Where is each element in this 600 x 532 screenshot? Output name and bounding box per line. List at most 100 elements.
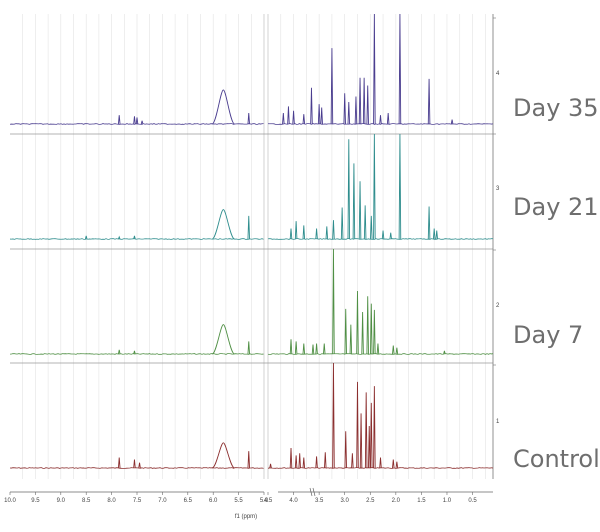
stack-tick-label: 2 [496, 303, 500, 309]
x-tick-label: 1.0 [443, 498, 452, 504]
data-peak [84, 235, 88, 240]
data-peak [332, 248, 335, 355]
data-peak [395, 347, 399, 355]
data-peak [140, 120, 144, 125]
x-tick-label: 1.5 [417, 498, 426, 504]
x-tick-label: 5.5 [234, 498, 243, 504]
data-peak [356, 381, 359, 469]
data-peak [287, 106, 290, 125]
data-peak [138, 462, 141, 469]
data-peak [398, 13, 402, 125]
data-peak [358, 77, 362, 125]
spectrum-baseline [9, 353, 264, 355]
x-tick-label: 6.5 [184, 498, 193, 504]
data-peak [370, 215, 373, 240]
data-peak [366, 85, 369, 125]
data-peak [381, 230, 385, 240]
spectrum-baseline [9, 238, 264, 240]
data-peak [323, 343, 326, 355]
series-label: Control [513, 445, 600, 473]
data-peak [247, 451, 251, 469]
data-peak [269, 463, 272, 469]
x-tick-label: 8.5 [82, 498, 91, 504]
data-peak [398, 133, 402, 240]
x-tick-label: 10.0 [4, 498, 16, 504]
data-peak [379, 457, 382, 469]
series-label: Day 21 [513, 193, 599, 221]
data-peak [368, 425, 371, 469]
data-peak [302, 457, 306, 469]
x-tick-label: 6.0 [209, 498, 218, 504]
data-peak [294, 341, 298, 355]
data-peak [211, 89, 235, 125]
data-peak [435, 230, 438, 240]
stack-tick-label: 1 [496, 419, 500, 425]
data-peak [389, 232, 392, 240]
data-peak [443, 350, 446, 355]
x-tick-label: 7.0 [158, 498, 167, 504]
data-peak [386, 112, 390, 125]
data-peak [315, 456, 318, 469]
data-peak [133, 459, 136, 469]
stack-tick-label: 3 [496, 186, 500, 192]
spectrum-baseline [267, 123, 494, 125]
axis-break-mark [309, 487, 316, 497]
data-peak [247, 112, 251, 125]
data-peak [373, 13, 376, 125]
data-peak [366, 296, 369, 355]
data-peak [294, 455, 298, 469]
data-peak [363, 205, 367, 240]
data-peak [432, 228, 436, 240]
data-peak [211, 324, 235, 355]
x-tick-label: 0.5 [468, 498, 477, 504]
sample-labels: Control Day 7 Day 21 Day 35 [513, 94, 600, 473]
stack-tick-label: 4 [496, 71, 500, 77]
data-peak [354, 96, 358, 125]
data-peak [302, 225, 306, 240]
series-label: Day 35 [513, 94, 599, 122]
spectrum-baseline [267, 238, 494, 240]
data-peak [289, 228, 293, 240]
spectrum-day-35 [9, 13, 494, 125]
x-tick-label: 2.5 [366, 498, 375, 504]
x-tick-label: 3.5 [315, 498, 324, 504]
spectrum-baseline [9, 467, 264, 469]
data-peak [292, 110, 295, 125]
data-peak [302, 343, 306, 355]
spectrum-baseline [9, 123, 264, 125]
data-peak [298, 453, 301, 469]
data-peak [117, 235, 121, 240]
data-peak [376, 343, 380, 355]
series-label: Day 7 [513, 321, 583, 349]
x-tick-label: 5.0 [260, 498, 269, 504]
data-peak [340, 207, 344, 240]
x-tick-label: 9.0 [57, 498, 66, 504]
data-peak [330, 48, 334, 125]
data-peak [133, 235, 136, 240]
data-peak [373, 309, 376, 355]
data-peak [373, 386, 376, 469]
data-peak [370, 303, 373, 355]
data-peak [332, 220, 335, 240]
x-axis: 10.0 9.5 9.0 8.5 8.0 7.5 7.0 6.5 6.0 5.5 5.04.5 4.0… [4, 487, 493, 520]
x-tick-label: 3.0 [341, 498, 350, 504]
data-peak [395, 461, 399, 469]
data-peak [351, 453, 354, 469]
x-axis-title: f1 (ppm) [235, 514, 257, 520]
data-peak [349, 324, 353, 355]
data-peak [343, 93, 346, 125]
data-peak [211, 209, 235, 240]
data-peak [133, 116, 136, 125]
data-peak [282, 112, 285, 125]
data-peak [310, 87, 313, 125]
data-peak [379, 115, 382, 125]
data-peak [247, 341, 251, 355]
data-peak [320, 107, 323, 125]
data-peak [359, 413, 363, 469]
data-peak [289, 448, 293, 469]
data-peak [370, 402, 373, 469]
data-peak [294, 221, 298, 240]
data-peak [332, 362, 335, 469]
x-tick-label: 4.5 [264, 498, 273, 504]
